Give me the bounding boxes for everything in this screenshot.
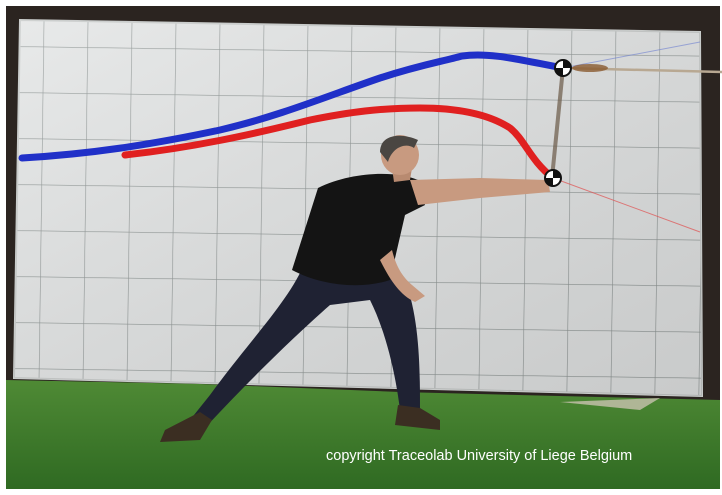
photo: copyright Traceolab University of Liege … xyxy=(0,0,722,495)
spear-fletching xyxy=(572,64,608,72)
copyright-caption: copyright Traceolab University of Liege … xyxy=(326,448,632,464)
page: {"caption": "copyright Traceolab Univers… xyxy=(0,0,722,495)
tracking-marker xyxy=(545,170,561,186)
tracking-marker xyxy=(555,60,571,76)
